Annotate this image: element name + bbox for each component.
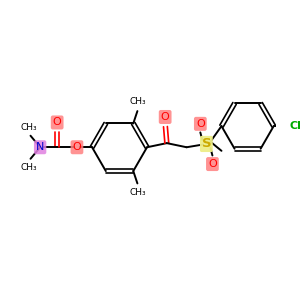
Text: CH₃: CH₃ <box>130 98 146 106</box>
Text: N: N <box>36 142 44 152</box>
Text: CH₃: CH₃ <box>130 188 146 197</box>
Text: O: O <box>73 142 81 152</box>
Text: O: O <box>53 118 62 128</box>
Text: CH₃: CH₃ <box>20 163 37 172</box>
Text: Cl: Cl <box>290 121 300 131</box>
Text: O: O <box>196 119 205 129</box>
Text: S: S <box>202 137 211 151</box>
Text: O: O <box>208 159 217 169</box>
Text: O: O <box>161 112 170 122</box>
Text: CH₃: CH₃ <box>20 123 37 132</box>
